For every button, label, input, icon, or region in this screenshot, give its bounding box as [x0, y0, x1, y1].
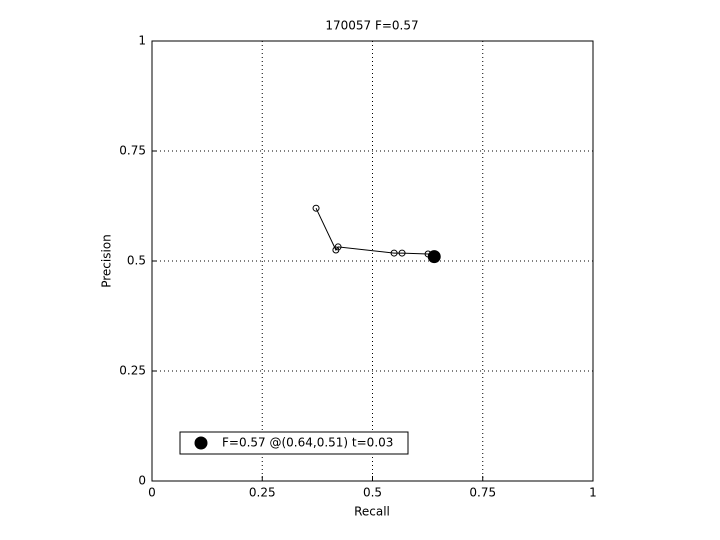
y-tick-label: 0.5 [127, 254, 146, 268]
y-tick-label: 0.75 [119, 144, 146, 158]
legend-marker [194, 436, 208, 450]
y-tick-label: 0 [138, 474, 146, 488]
y-tick-label: 1 [138, 34, 146, 48]
y-axis-label: Precision [100, 234, 114, 288]
x-tick-label: 0.25 [249, 486, 276, 500]
legend-box [179, 431, 409, 455]
chart-title: 170057 F=0.57 [325, 19, 418, 33]
x-tick-label: 0.75 [469, 486, 496, 500]
legend-label: F=0.57 @(0.64,0.51) t=0.03 [222, 436, 393, 450]
point-marker [398, 249, 406, 257]
point-marker [390, 249, 398, 257]
x-axis-label: Recall [354, 505, 390, 519]
point-marker [334, 243, 342, 251]
x-tick-label: 1 [589, 486, 597, 500]
x-tick-label: 0 [148, 486, 156, 500]
best-point [427, 250, 441, 264]
point-marker [312, 204, 320, 212]
y-tick-label: 0.25 [119, 364, 146, 378]
series-line [315, 207, 433, 256]
x-tick-label: 0.5 [363, 486, 382, 500]
